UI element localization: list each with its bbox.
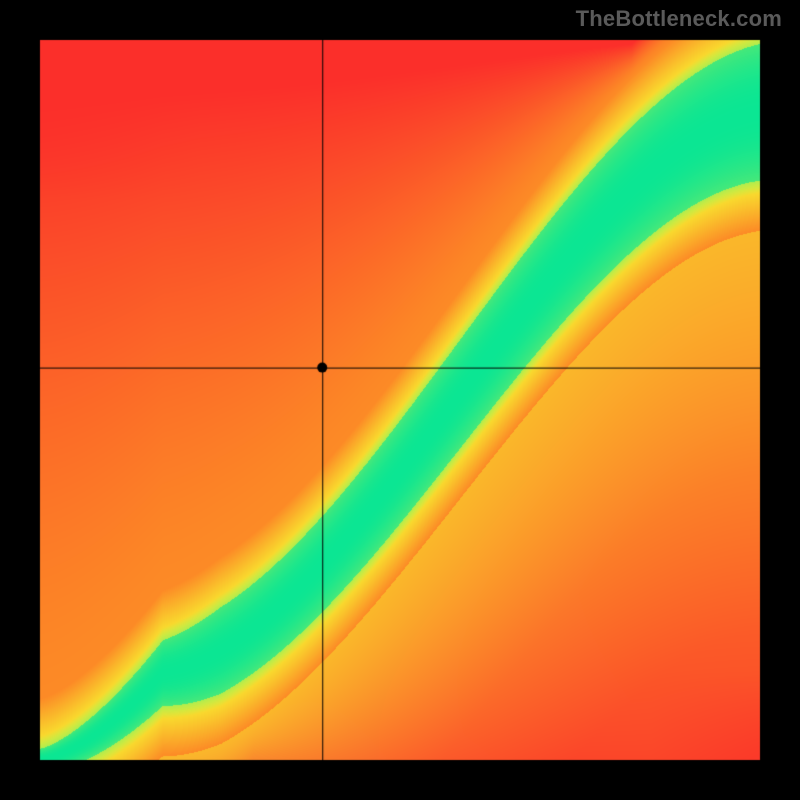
chart-container: TheBottleneck.com	[0, 0, 800, 800]
watermark-label: TheBottleneck.com	[576, 6, 782, 32]
heatmap-canvas	[0, 0, 800, 800]
